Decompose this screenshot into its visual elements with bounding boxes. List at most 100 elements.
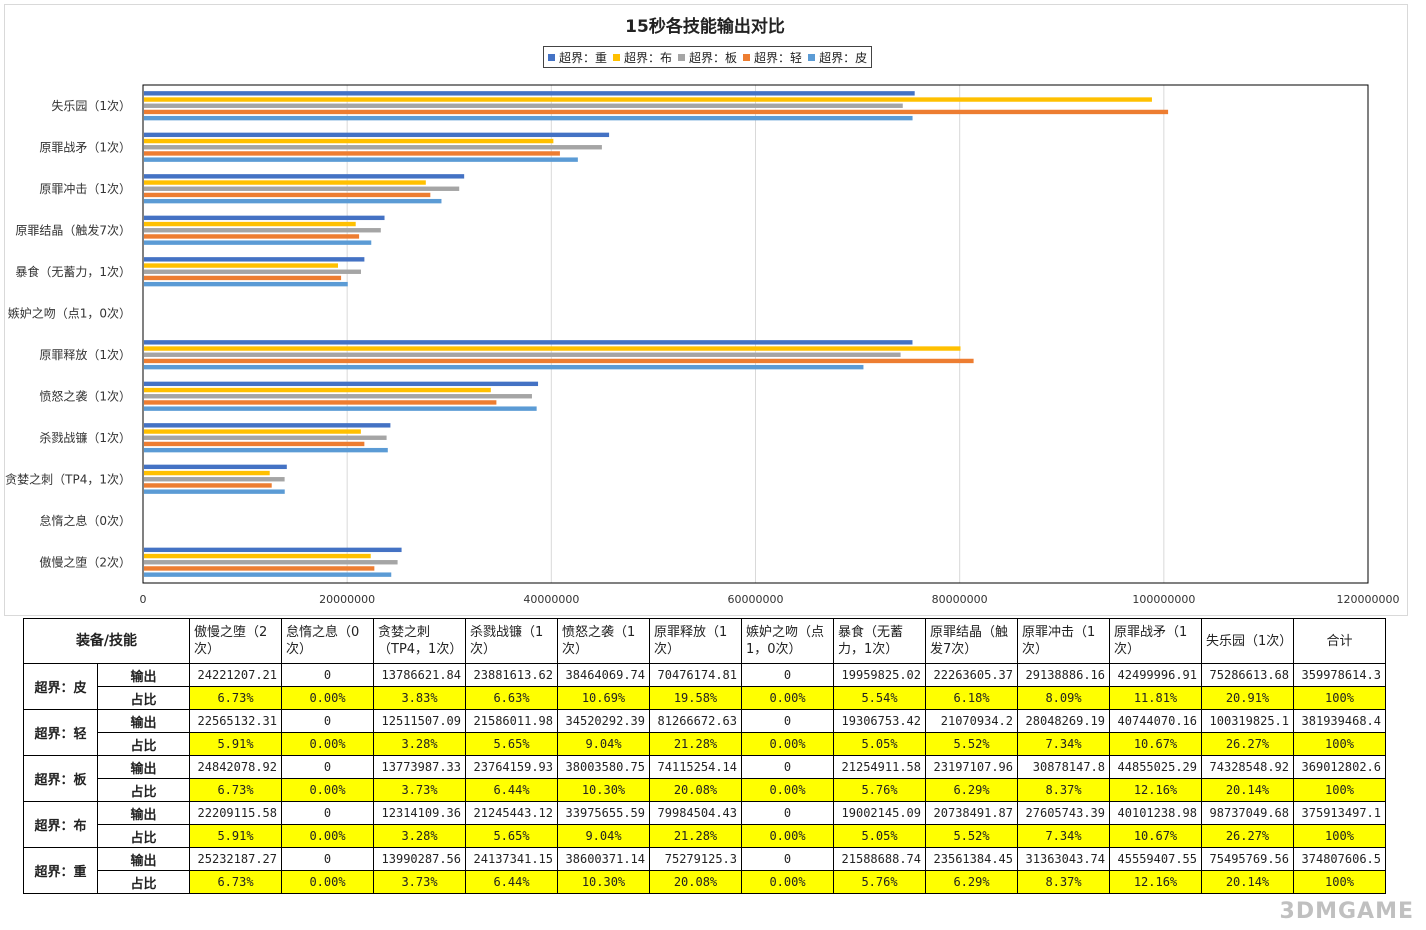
metric-label: 输出	[97, 801, 190, 825]
ratio-cell: 100%	[1293, 870, 1386, 894]
bar	[144, 477, 285, 482]
equip-label: 超界：布	[23, 801, 98, 848]
ratio-cell: 3.28%	[373, 824, 466, 848]
chart-legend: 超界：重 超界：布 超界：板 超界：轻 超界：皮	[543, 46, 873, 68]
category-label: 原罪释放（1次）	[39, 347, 131, 362]
legend-label: 超界：皮	[819, 50, 868, 65]
output-cell: 75286613.68	[1201, 663, 1294, 687]
column-header: 失乐园（1次）	[1201, 618, 1294, 664]
column-header: 原罪战矛（1次）	[1109, 618, 1202, 664]
ratio-cell: 20.91%	[1201, 686, 1294, 710]
bar	[144, 257, 365, 262]
column-header: 傲慢之堕（2次）	[189, 618, 282, 664]
ratio-cell: 0.00%	[741, 732, 834, 756]
category-label: 暴食（无蓄力，1次）	[15, 264, 131, 279]
metric-label: 占比	[97, 686, 190, 710]
metric-label: 占比	[97, 778, 190, 802]
output-cell: 44855025.29	[1109, 755, 1202, 779]
bar	[144, 151, 560, 156]
ratio-cell: 7.34%	[1017, 732, 1110, 756]
ratio-cell: 6.73%	[189, 778, 282, 802]
output-cell: 40744070.16	[1109, 709, 1202, 733]
bar	[144, 240, 372, 245]
ratio-cell: 5.76%	[833, 778, 926, 802]
bar	[144, 221, 356, 227]
bar	[144, 275, 342, 281]
ratio-cell: 5.76%	[833, 870, 926, 894]
output-cell: 19002145.09	[833, 801, 926, 825]
output-cell: 21245443.12	[465, 801, 558, 825]
output-cell: 75495769.56	[1201, 847, 1294, 871]
ratio-cell: 12.16%	[1109, 778, 1202, 802]
bar	[144, 215, 385, 221]
x-tick-label: 120000000	[1337, 593, 1400, 606]
ratio-cell: 26.27%	[1201, 732, 1294, 756]
ratio-cell: 10.69%	[557, 686, 650, 710]
x-tick-label: 0	[140, 593, 147, 606]
output-cell: 359978614.3	[1293, 663, 1386, 687]
output-cell: 33975655.59	[557, 801, 650, 825]
ratio-cell: 20.08%	[649, 870, 742, 894]
table-row-ratio: 占比 6.73% 0.00% 3.73% 6.44% 10.30% 20.08% 0.00% 5…	[24, 778, 1386, 802]
x-tick-label: 20000000	[319, 593, 375, 606]
equip-label: 超界：皮	[23, 663, 98, 710]
category-label: 杀戮战镰（1次）	[39, 430, 131, 445]
bar	[144, 483, 272, 488]
output-cell: 21070934.2	[925, 709, 1018, 733]
bar	[144, 234, 360, 239]
legend-item: 超界：重	[548, 49, 607, 66]
bar	[144, 553, 371, 559]
output-cell: 38003580.75	[557, 755, 650, 779]
bar	[144, 441, 365, 447]
ratio-cell: 3.28%	[373, 732, 466, 756]
column-header: 愤怒之袭（1次）	[557, 618, 650, 664]
ratio-cell: 0.00%	[741, 686, 834, 710]
bar	[144, 145, 602, 150]
output-cell: 20738491.87	[925, 801, 1018, 825]
bar	[144, 435, 387, 440]
bar	[144, 346, 961, 351]
output-cell: 45559407.55	[1109, 847, 1202, 871]
ratio-cell: 6.18%	[925, 686, 1018, 710]
column-header: 原罪释放（1次）	[649, 618, 742, 664]
output-cell: 28048269.19	[1017, 709, 1110, 733]
column-header: 杀戮战镰（1次）	[465, 618, 558, 664]
bar	[144, 464, 287, 470]
bar	[144, 429, 361, 434]
ratio-cell: 6.44%	[465, 778, 558, 802]
output-cell: 22209115.58	[189, 801, 282, 825]
output-cell: 0	[281, 663, 374, 687]
output-cell: 24137341.15	[465, 847, 558, 871]
metric-label: 占比	[97, 732, 190, 756]
column-header: 嫉妒之吻（点1，0次）	[741, 618, 834, 664]
output-cell: 79984504.43	[649, 801, 742, 825]
bar	[144, 91, 915, 96]
bar	[144, 281, 348, 287]
output-cell: 31363043.74	[1017, 847, 1110, 871]
output-cell: 0	[281, 847, 374, 871]
table-row-output: 超界：板 输出 24842078.92 0 13773987.33 23764159.93…	[23, 755, 1386, 802]
metric-label: 输出	[97, 847, 190, 871]
table-row-output: 超界：布 输出 22209115.58 0 12314109.36 21245443.12…	[23, 801, 1386, 848]
legend-item: 超界：轻	[743, 49, 802, 66]
ratio-cell: 5.91%	[189, 732, 282, 756]
ratio-cell: 6.29%	[925, 870, 1018, 894]
legend-swatch	[808, 53, 816, 61]
legend-swatch	[743, 53, 751, 61]
output-cell: 22263605.37	[925, 663, 1018, 687]
category-label: 原罪战矛（1次）	[39, 140, 131, 154]
category-label: 怠惰之息（0次）	[39, 513, 131, 528]
bar	[144, 157, 578, 162]
table-row-output: 超界：皮 输出 24221207.21 0 13786621.84 23881613.62…	[23, 663, 1386, 710]
output-cell: 0	[281, 801, 374, 825]
output-cell: 29138886.16	[1017, 663, 1110, 687]
data-table: 装备/技能 傲慢之堕（2次） 怠惰之息（0次） 贪婪之刺（TP4，1次） 杀戮战镰（1…	[23, 618, 1386, 894]
column-header: 贪婪之刺（TP4，1次）	[373, 618, 466, 664]
table-row-ratio: 占比 6.73% 0.00% 3.83% 6.63% 10.69% 19.58% 0.00% 5…	[24, 686, 1386, 710]
ratio-cell: 3.73%	[373, 778, 466, 802]
ratio-cell: 100%	[1293, 824, 1386, 848]
output-cell: 19959825.02	[833, 663, 926, 687]
category-label: 嫉妒之吻（点1，0次）	[8, 305, 131, 320]
output-cell: 13786621.84	[373, 663, 466, 687]
output-cell: 30878147.8	[1017, 755, 1110, 779]
